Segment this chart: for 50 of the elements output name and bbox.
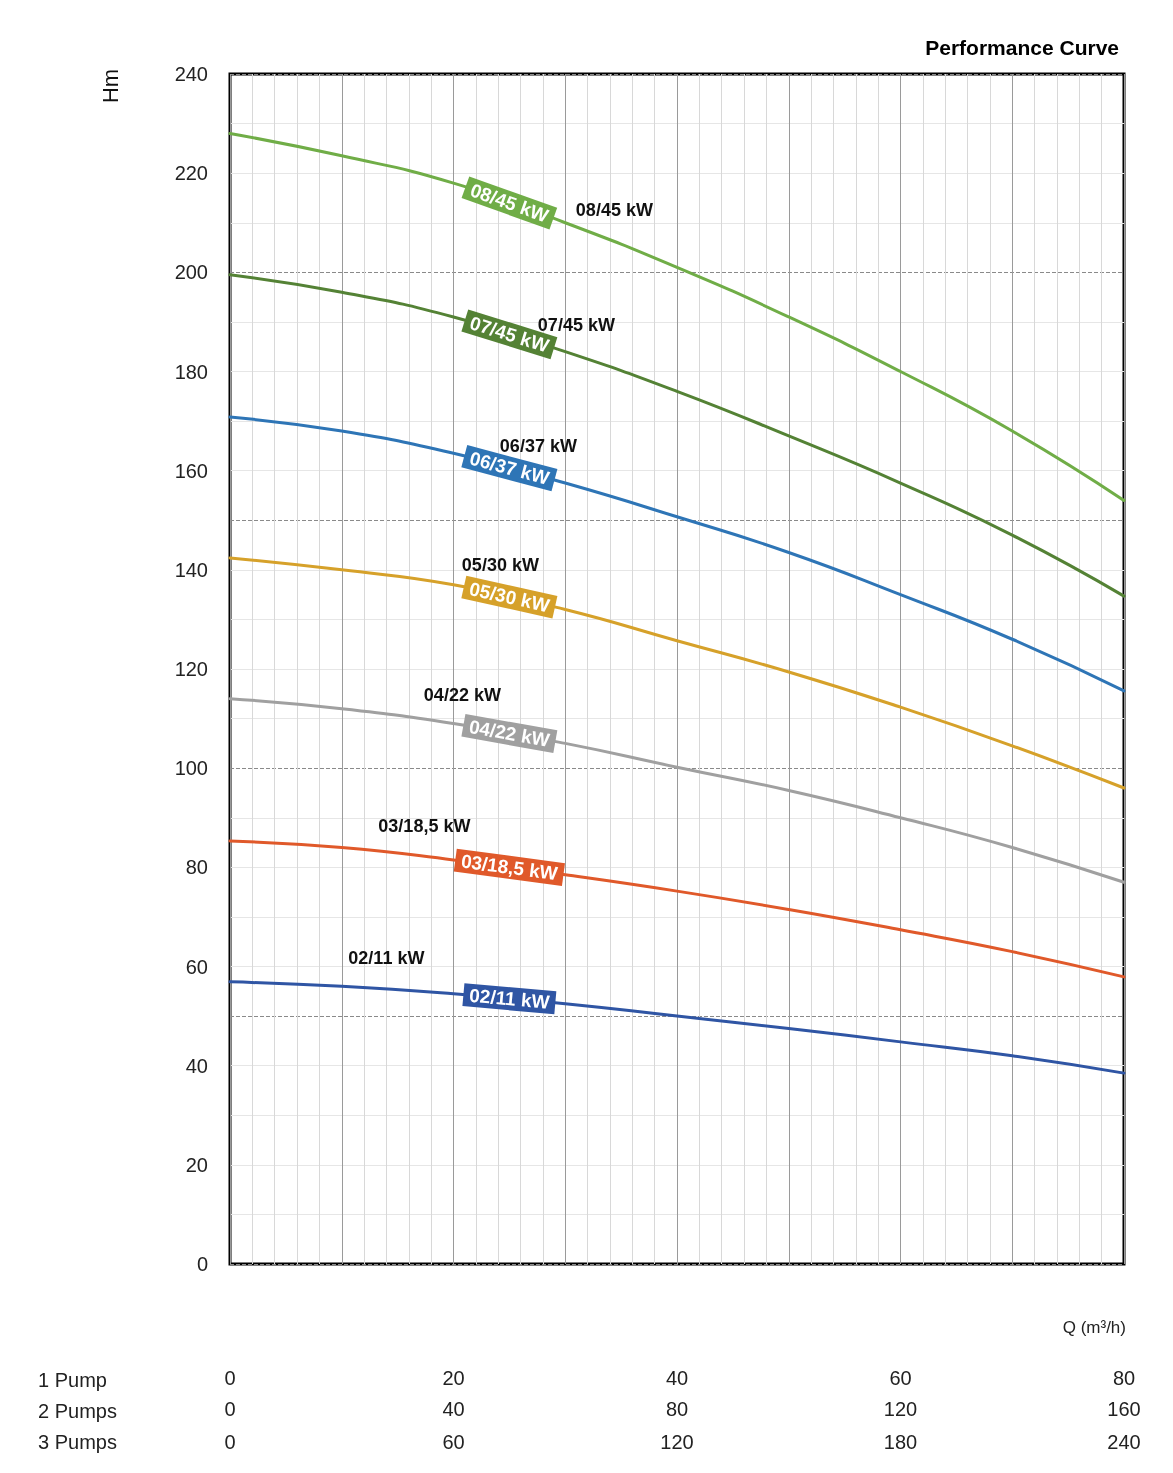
x-tick-label: 0 (224, 1367, 236, 1389)
text: 120 (660, 1431, 694, 1453)
annotation: 08/45 kW (575, 200, 653, 221)
y-tick-label: 140 (174, 558, 208, 581)
x2-tick-label: 120 (883, 1398, 918, 1420)
annotation: 03/18,5 kW (378, 816, 471, 837)
x2-axis-title: 2 Pumps (38, 1400, 117, 1422)
x2-tick-label: 0 (224, 1398, 236, 1420)
text: 02/11 kW (468, 984, 551, 1013)
annotation: 05/30 kW (461, 555, 539, 576)
y-tick-label: 200 (174, 261, 208, 284)
y-tick-label: 240 (174, 63, 208, 85)
x-axis-title: Q (m³/h) (1062, 1317, 1126, 1337)
y-tick-label: 180 (174, 360, 208, 383)
y-tick-label: 220 (174, 162, 208, 185)
y-tick-label: 40 (185, 1054, 208, 1077)
y-tick-label: 160 (174, 459, 208, 482)
y-tick-label: 120 (174, 658, 208, 680)
line-series (228, 132, 1126, 502)
annotation: 06/37 kW (499, 435, 577, 456)
chart-title: Performance Curve (925, 36, 1119, 59)
annotation: 07/45 kW (537, 315, 615, 336)
text: 3 Pumps (38, 1431, 117, 1453)
line-series (228, 556, 1126, 790)
x-tick-label: 40 (665, 1367, 689, 1389)
text: 0 (224, 1431, 236, 1453)
annotation: 04/22 kW (423, 685, 501, 706)
x2-tick-label: 80 (665, 1398, 689, 1420)
text: 05/30 kW (467, 578, 552, 617)
x-tick-label: 80 (1112, 1367, 1136, 1389)
y-tick-label: 80 (185, 856, 208, 879)
line-series (228, 839, 1126, 979)
text: 60 (442, 1431, 465, 1453)
x2-tick-label: 40 (442, 1398, 465, 1420)
line-series (228, 980, 1126, 1075)
x2-tick-label: 160 (1107, 1398, 1141, 1420)
text: 04/22 kW (467, 716, 552, 751)
y-tick-label: 100 (174, 757, 208, 780)
text: 03/18,5 kW (459, 850, 559, 885)
x-tick-label: 60 (889, 1367, 912, 1389)
y-tick-label: 60 (185, 955, 208, 978)
text: 240 (1107, 1431, 1141, 1453)
text: 08/45 kW (467, 179, 552, 227)
annotation: 02/11 kW (348, 947, 425, 968)
y-tick-label: 20 (185, 1153, 208, 1176)
text: 1 Pump (38, 1369, 107, 1391)
y-axis-title: Hm (97, 68, 123, 104)
text: 180 (883, 1431, 918, 1453)
y-tick-label: 0 (196, 1253, 208, 1275)
x-tick-label: 20 (442, 1367, 465, 1389)
